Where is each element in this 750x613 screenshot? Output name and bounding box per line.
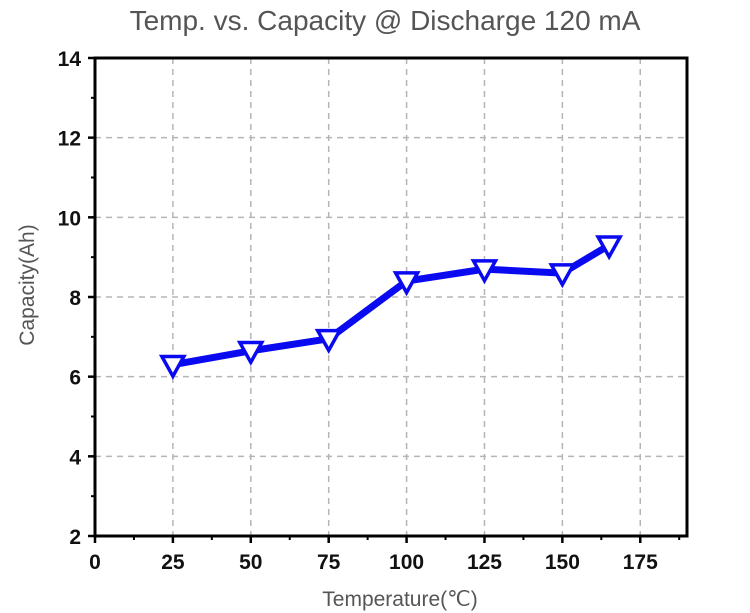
- data-point-marker: [158, 354, 187, 380]
- data-point-marker: [595, 235, 624, 261]
- y-tick-label: 6: [69, 367, 81, 390]
- data-point-marker: [314, 328, 343, 354]
- y-axis-label: Capacity(Ah): [16, 224, 39, 345]
- x-tick-label: 100: [389, 551, 424, 574]
- y-tick-label: 8: [69, 287, 81, 310]
- data-point-marker: [392, 271, 421, 297]
- y-tick-label: 12: [58, 128, 81, 151]
- x-axis-label: Temperature(℃): [322, 588, 477, 611]
- chart-title: Temp. vs. Capacity @ Discharge 120 mA: [130, 5, 641, 36]
- series-group: [158, 235, 624, 380]
- x-tick-label: 75: [317, 551, 341, 574]
- grid: [95, 58, 687, 536]
- y-tick-label: 10: [58, 207, 81, 230]
- y-tick-label: 4: [69, 446, 81, 469]
- data-point-marker: [236, 340, 265, 366]
- x-tick-label: 150: [545, 551, 580, 574]
- data-point-marker: [548, 263, 577, 289]
- x-tick-label: 0: [89, 551, 101, 574]
- x-tick-label: 125: [467, 551, 502, 574]
- x-tick-label: 25: [161, 551, 185, 574]
- axis-ticks: 0 25 50 75 100 125 150 175 2 4 6 8 10 12 14: [58, 48, 681, 574]
- x-tick-label: 50: [239, 551, 262, 574]
- y-tick-label: 2: [69, 526, 81, 549]
- data-point-marker: [470, 259, 499, 285]
- series-line: [169, 241, 613, 369]
- x-tick-label: 175: [623, 551, 658, 574]
- y-tick-label: 14: [58, 48, 82, 71]
